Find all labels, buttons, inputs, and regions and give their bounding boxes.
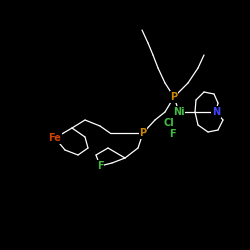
Text: Fe: Fe	[48, 133, 62, 143]
Text: P: P	[170, 92, 177, 102]
Text: Ni: Ni	[173, 107, 185, 117]
Text: N: N	[212, 107, 220, 117]
Text: P: P	[140, 128, 146, 138]
Text: Cl: Cl	[164, 118, 174, 128]
Text: F: F	[97, 161, 103, 171]
Text: F: F	[169, 129, 175, 139]
